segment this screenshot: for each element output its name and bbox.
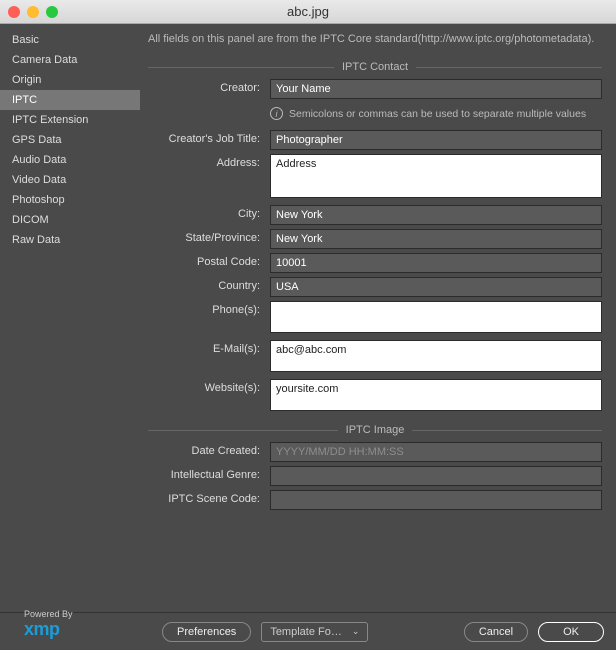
country-label: Country: bbox=[148, 277, 270, 292]
footer: Preferences Template Fo…⌄ Cancel OK bbox=[0, 612, 616, 650]
sidebar-item-camera-data[interactable]: Camera Data bbox=[0, 50, 140, 70]
cancel-button[interactable]: Cancel bbox=[464, 622, 528, 642]
sidebar-item-dicom[interactable]: DICOM bbox=[0, 210, 140, 230]
creator-info: i Semicolons or commas can be used to se… bbox=[270, 107, 602, 120]
creator-input[interactable] bbox=[270, 79, 602, 99]
address-input[interactable]: Address bbox=[270, 154, 602, 198]
titlebar: abc.jpg bbox=[0, 0, 616, 24]
sidebar-item-raw-data[interactable]: Raw Data bbox=[0, 230, 140, 250]
scene-code-input[interactable] bbox=[270, 490, 602, 510]
job-title-input[interactable] bbox=[270, 130, 602, 150]
xmp-logo: xmp bbox=[24, 619, 73, 640]
ok-button[interactable]: OK bbox=[538, 622, 604, 642]
state-input[interactable] bbox=[270, 229, 602, 249]
sidebar-item-iptc-extension[interactable]: IPTC Extension bbox=[0, 110, 140, 130]
job-title-label: Creator's Job Title: bbox=[148, 130, 270, 145]
address-label: Address: bbox=[148, 154, 270, 169]
window-title: abc.jpg bbox=[8, 4, 608, 19]
genre-input[interactable] bbox=[270, 466, 602, 486]
content-panel: All fields on this panel are from the IP… bbox=[140, 24, 616, 612]
powered-by: Powered By xmp bbox=[24, 609, 73, 640]
template-dropdown[interactable]: Template Fo…⌄ bbox=[261, 622, 368, 642]
date-created-label: Date Created: bbox=[148, 442, 270, 457]
genre-label: Intellectual Genre: bbox=[148, 466, 270, 481]
info-icon: i bbox=[270, 107, 283, 120]
sidebar-item-photoshop[interactable]: Photoshop bbox=[0, 190, 140, 210]
chevron-down-icon: ⌄ bbox=[352, 626, 360, 637]
postal-label: Postal Code: bbox=[148, 253, 270, 268]
preferences-button[interactable]: Preferences bbox=[162, 622, 251, 642]
date-created-input[interactable] bbox=[270, 442, 602, 462]
city-label: City: bbox=[148, 205, 270, 220]
section-header-contact: IPTC Contact bbox=[148, 61, 602, 73]
sidebar-item-origin[interactable]: Origin bbox=[0, 70, 140, 90]
emails-label: E-Mail(s): bbox=[148, 340, 270, 355]
scene-code-label: IPTC Scene Code: bbox=[148, 490, 270, 505]
panel-hint: All fields on this panel are from the IP… bbox=[148, 32, 602, 47]
sidebar: BasicCamera DataOriginIPTCIPTC Extension… bbox=[0, 24, 140, 612]
websites-label: Website(s): bbox=[148, 379, 270, 394]
postal-input[interactable] bbox=[270, 253, 602, 273]
emails-input[interactable]: abc@abc.com bbox=[270, 340, 602, 372]
creator-label: Creator: bbox=[148, 79, 270, 94]
country-input[interactable] bbox=[270, 277, 602, 297]
sidebar-item-gps-data[interactable]: GPS Data bbox=[0, 130, 140, 150]
sidebar-item-video-data[interactable]: Video Data bbox=[0, 170, 140, 190]
websites-input[interactable]: yoursite.com bbox=[270, 379, 602, 411]
phones-label: Phone(s): bbox=[148, 301, 270, 316]
sidebar-item-audio-data[interactable]: Audio Data bbox=[0, 150, 140, 170]
phones-input[interactable] bbox=[270, 301, 602, 333]
city-input[interactable] bbox=[270, 205, 602, 225]
sidebar-item-basic[interactable]: Basic bbox=[0, 30, 140, 50]
section-header-image: IPTC Image bbox=[148, 424, 602, 436]
state-label: State/Province: bbox=[148, 229, 270, 244]
sidebar-item-iptc[interactable]: IPTC bbox=[0, 90, 140, 110]
